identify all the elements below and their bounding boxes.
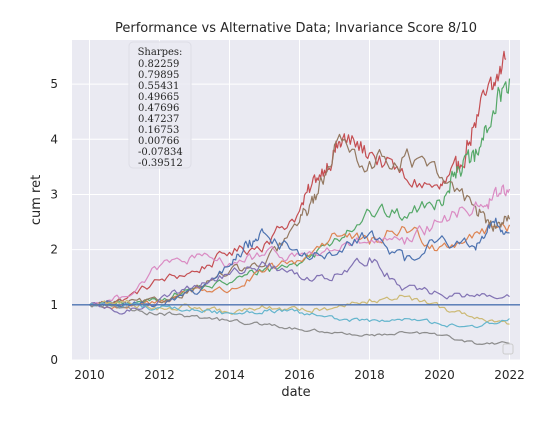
sharpe-value: 0.16753 bbox=[138, 125, 179, 136]
x-tick-label: 2020 bbox=[424, 368, 455, 382]
y-tick-label: 2 bbox=[50, 243, 58, 257]
y-tick-label: 3 bbox=[50, 187, 58, 201]
sharpe-value: 0.47237 bbox=[138, 114, 179, 125]
y-axis-label: cum ret bbox=[29, 175, 44, 225]
series-line bbox=[89, 303, 510, 345]
sharpe-value: 0.82259 bbox=[138, 59, 179, 70]
x-tick-label: 2010 bbox=[74, 368, 105, 382]
x-tick-label: 2014 bbox=[214, 368, 245, 382]
x-tick-label: 2012 bbox=[144, 368, 175, 382]
y-tick-labels: 0 1 2 3 4 5 bbox=[50, 77, 58, 367]
y-tick-label: 4 bbox=[50, 132, 58, 146]
annotation-header: Sharpes: bbox=[138, 47, 183, 58]
sharpe-value: -0.07834 bbox=[138, 147, 183, 158]
sharpe-value: -0.39512 bbox=[138, 158, 183, 169]
sharpe-value: 0.00766 bbox=[138, 136, 179, 147]
series-line bbox=[89, 184, 511, 307]
x-tick-label: 2022 bbox=[494, 368, 525, 382]
sharpe-value: 0.79895 bbox=[138, 70, 179, 81]
series-line bbox=[89, 257, 510, 315]
series-line bbox=[89, 133, 511, 307]
x-tick-label: 2016 bbox=[284, 368, 315, 382]
series-line bbox=[89, 302, 510, 329]
x-axis-label: date bbox=[281, 385, 310, 400]
y-tick-label: 5 bbox=[50, 77, 58, 91]
y-tick-label: 1 bbox=[50, 298, 58, 312]
series-line bbox=[89, 217, 510, 308]
x-tick-labels: 2010 2012 2014 2016 2018 2020 2022 bbox=[74, 368, 525, 382]
sharpe-value: 0.49665 bbox=[138, 92, 179, 103]
sharpes-annotation: Sharpes: 0.822590.798950.554310.496650.4… bbox=[128, 41, 192, 169]
sharpe-value: 0.55431 bbox=[138, 81, 179, 92]
y-tick-label: 0 bbox=[50, 353, 58, 367]
annotation-box bbox=[128, 41, 192, 169]
legend-box bbox=[502, 343, 514, 355]
sharpe-value: 0.47696 bbox=[138, 103, 179, 114]
series-group bbox=[89, 50, 511, 345]
chart-title: Performance vs Alternative Data; Invaria… bbox=[115, 21, 477, 36]
x-tick-label: 2018 bbox=[354, 368, 385, 382]
